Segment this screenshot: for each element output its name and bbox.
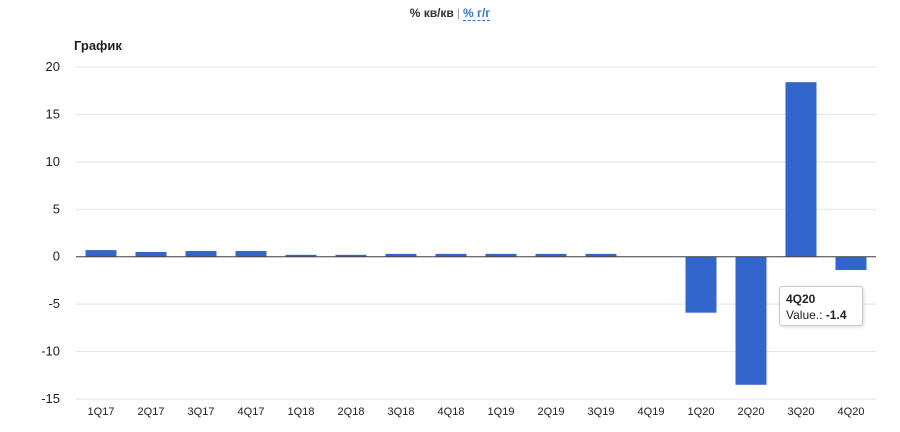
y-tick-label: 5 [53, 201, 60, 216]
y-tick-label: 20 [46, 59, 60, 74]
bar-1Q18[interactable] [285, 254, 317, 257]
bars [85, 82, 867, 385]
x-tick-label: 4Q17 [238, 406, 265, 418]
x-tick-label: 1Q18 [288, 406, 315, 418]
bar-1Q20[interactable] [685, 256, 717, 313]
toggle-separator: | [456, 6, 460, 20]
x-tick-label: 4Q20 [838, 406, 865, 418]
x-tick-label: 3Q19 [588, 406, 615, 418]
bar-4Q20[interactable] [835, 256, 867, 270]
period-toggle: % кв/кв |% г/г [0, 6, 900, 21]
bar-3Q17[interactable] [185, 251, 217, 257]
x-tick-label: 2Q17 [138, 406, 165, 418]
x-tick-label: 3Q20 [788, 406, 815, 418]
bar-4Q18[interactable] [435, 253, 467, 257]
bar-2Q20[interactable] [735, 256, 767, 385]
bar-3Q20[interactable] [785, 82, 817, 257]
x-tick-label: 1Q20 [688, 406, 715, 418]
y-axis-ticks: 20 15 10 5 0 -5 -10 -15 [41, 59, 60, 406]
x-tick-label: 1Q17 [88, 406, 115, 418]
y-tick-label: -5 [48, 296, 60, 311]
x-tick-label: 3Q18 [388, 406, 415, 418]
bar-2Q17[interactable] [135, 251, 167, 257]
x-tick-label: 4Q19 [638, 406, 665, 418]
tooltip-value-row: Value.: -1.4 [786, 307, 856, 323]
x-tick-label: 2Q20 [738, 406, 765, 418]
tooltip-value-label: Value.: [786, 308, 823, 322]
y-tick-label: 10 [46, 154, 60, 169]
tooltip-value: -1.4 [825, 308, 847, 322]
bar-2Q19[interactable] [535, 253, 567, 257]
bar-2Q18[interactable] [335, 254, 367, 257]
value-tooltip: 4Q20 Value.: -1.4 [779, 286, 863, 326]
x-tick-label: 4Q18 [438, 406, 465, 418]
tooltip-category: 4Q20 [786, 292, 816, 306]
x-tick-label: 1Q19 [488, 406, 515, 418]
x-tick-label: 3Q17 [188, 406, 215, 418]
x-tick-label: 2Q19 [538, 406, 565, 418]
y-tick-label: 0 [53, 249, 60, 264]
bar-4Q17[interactable] [235, 251, 267, 257]
yoy-toggle-link[interactable]: % г/г [462, 6, 491, 21]
bar-1Q19[interactable] [485, 253, 517, 257]
bar-1Q17[interactable] [85, 250, 117, 257]
x-tick-label: 2Q18 [338, 406, 365, 418]
y-tick-label: -10 [41, 344, 60, 359]
x-axis-ticks: 1Q17 2Q17 3Q17 4Q17 1Q18 2Q18 3Q18 4Q18 1Q19 2Q19… [88, 406, 865, 418]
chart-title: График [74, 38, 122, 53]
bar-3Q18[interactable] [385, 253, 417, 257]
y-tick-label: 15 [46, 106, 60, 121]
y-tick-label: -15 [41, 391, 60, 406]
bar-3Q19[interactable] [585, 253, 617, 257]
qoq-toggle-label: % кв/кв [409, 6, 454, 20]
